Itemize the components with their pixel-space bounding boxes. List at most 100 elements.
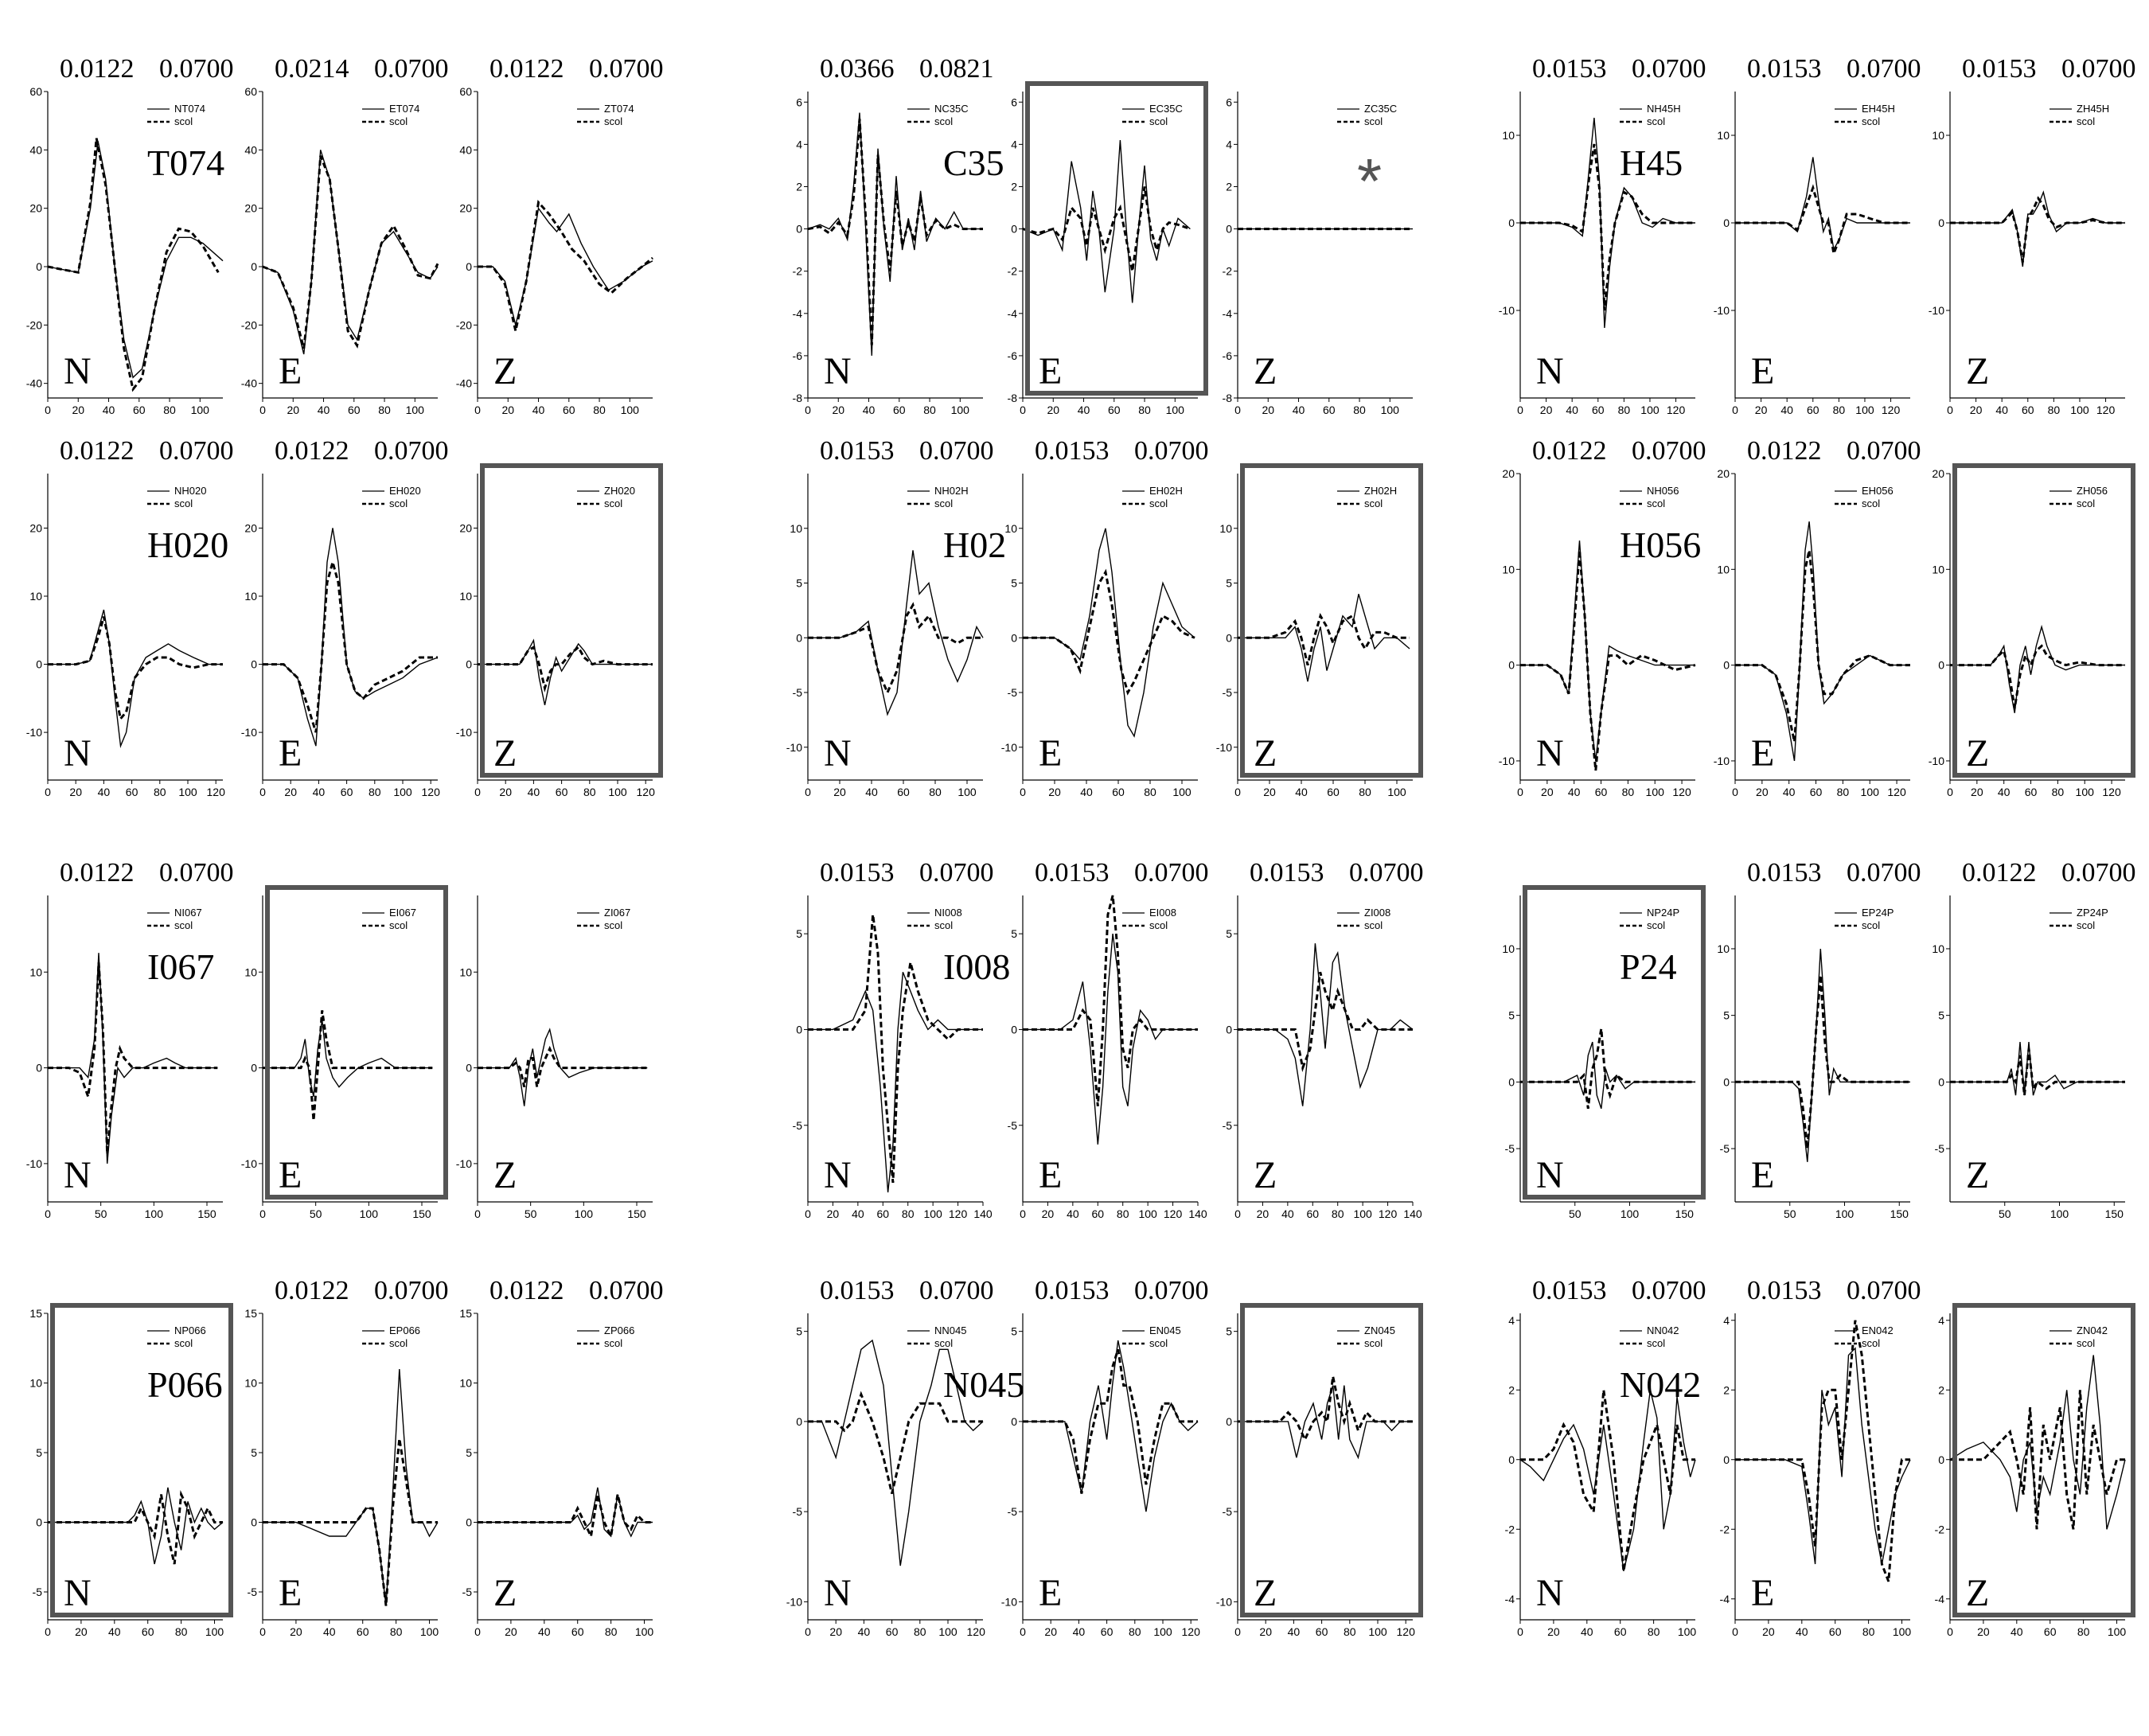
legend-observed-label: ZN042 xyxy=(2077,1324,2108,1336)
y-tick-label: 0 xyxy=(1011,223,1017,236)
legend-synthetic-label: scol xyxy=(2077,919,2095,931)
legend-observed-label: EP24P xyxy=(1862,907,1894,919)
x-tick-label: 50 xyxy=(1569,1207,1582,1220)
y-tick-label: -8 xyxy=(1223,392,1233,404)
filter-high-label: 0.0700 xyxy=(1847,436,1921,466)
observed-trace xyxy=(48,953,218,1164)
y-tick-label: -2 xyxy=(1008,265,1018,278)
y-tick-label: 10 xyxy=(1717,942,1730,955)
x-tick-label: 120 xyxy=(637,786,656,798)
y-tick-label: -5 xyxy=(793,1119,803,1132)
x-tick-label: 60 xyxy=(1614,1625,1627,1638)
x-tick-label: 40 xyxy=(1780,404,1793,416)
filter-low-label: 0.0153 xyxy=(1035,436,1110,466)
legend-observed-label: NP24P xyxy=(1647,907,1679,919)
x-tick-label: 80 xyxy=(914,1625,926,1638)
x-tick-label: 80 xyxy=(923,404,936,416)
component-label: Z xyxy=(493,350,517,392)
y-tick-label: 5 xyxy=(1938,1009,1944,1022)
y-tick-label: 0 xyxy=(36,1062,42,1075)
x-tick-label: 40 xyxy=(2011,1625,2023,1638)
x-tick-label: 120 xyxy=(2102,786,2121,798)
filter-high-label: 0.0700 xyxy=(919,858,994,888)
y-tick-label: -20 xyxy=(456,318,472,331)
y-tick-label: 10 xyxy=(1502,129,1515,142)
x-tick-label: 100 xyxy=(1138,1207,1157,1220)
component-label: Z xyxy=(1966,732,1989,774)
y-tick-label: 0 xyxy=(1011,631,1017,644)
x-tick-label: 40 xyxy=(323,1625,336,1638)
x-tick-label: 80 xyxy=(163,404,176,416)
y-tick-label: 20 xyxy=(244,202,257,215)
component-label: Z xyxy=(493,732,517,774)
legend-synthetic-label: scol xyxy=(389,497,408,509)
x-tick-label: 20 xyxy=(1263,786,1276,798)
observed-trace xyxy=(478,1028,648,1106)
synthetic-trace xyxy=(808,914,983,1184)
filter-low-label: 0.0122 xyxy=(60,436,135,466)
observed-trace xyxy=(1735,1347,1911,1565)
x-tick-label: 20 xyxy=(1756,786,1769,798)
x-tick-label: 40 xyxy=(1295,786,1308,798)
legend-observed-label: ZI008 xyxy=(1364,907,1390,919)
synthetic-trace xyxy=(1735,549,1910,743)
filter-low-label: 0.0122 xyxy=(489,54,564,84)
y-tick-label: 5 xyxy=(1226,1325,1232,1338)
x-tick-label: 100 xyxy=(393,786,412,798)
highlight-box xyxy=(1025,81,1208,396)
x-tick-label: 100 xyxy=(575,1207,594,1220)
y-tick-label: 0 xyxy=(1226,631,1232,644)
x-tick-label: 60 xyxy=(1091,1207,1104,1220)
y-tick-label: 0 xyxy=(251,1062,257,1075)
x-tick-label: 60 xyxy=(571,1625,584,1638)
y-tick-label: -40 xyxy=(26,377,42,390)
y-tick-label: 10 xyxy=(244,1377,257,1390)
filter-high-label: 0.0700 xyxy=(1632,436,1706,466)
x-tick-label: 20 xyxy=(1755,404,1768,416)
legend-synthetic-label: scol xyxy=(1647,919,1665,931)
legend-observed-label: EP066 xyxy=(389,1324,420,1336)
station-label: N045 xyxy=(943,1364,1024,1405)
component-label: N xyxy=(824,1154,852,1196)
legend-synthetic-label: scol xyxy=(174,919,193,931)
observed-trace xyxy=(1022,140,1191,303)
x-tick-label: 60 xyxy=(1316,1625,1328,1638)
observed-trace xyxy=(263,528,439,747)
x-tick-label: 20 xyxy=(827,1207,840,1220)
x-tick-label: 20 xyxy=(1042,1207,1055,1220)
component-label: E xyxy=(1751,350,1774,392)
y-tick-label: -10 xyxy=(1216,741,1232,754)
x-tick-label: 100 xyxy=(1368,1625,1387,1638)
y-tick-label: -10 xyxy=(1499,304,1515,317)
x-tick-label: 60 xyxy=(897,786,910,798)
x-tick-label: 20 xyxy=(1048,786,1061,798)
x-tick-label: 0 xyxy=(1947,786,1953,798)
legend-observed-label: NC35C xyxy=(934,103,969,115)
x-tick-label: 80 xyxy=(390,1625,403,1638)
x-tick-label: 100 xyxy=(1640,404,1660,416)
filter-high-label: 0.0700 xyxy=(1349,858,1424,888)
x-tick-label: 120 xyxy=(1667,404,1686,416)
x-tick-label: 60 xyxy=(348,404,361,416)
component-label: Z xyxy=(1966,350,1989,392)
x-tick-label: 20 xyxy=(72,404,84,416)
y-tick-label: 0 xyxy=(466,260,472,273)
observed-trace xyxy=(1023,1340,1199,1512)
component-label: E xyxy=(279,1154,302,1196)
x-tick-label: 20 xyxy=(1970,404,1983,416)
highlight-box xyxy=(50,1303,233,1617)
component-label: N xyxy=(64,350,92,392)
y-tick-label: 60 xyxy=(29,85,42,98)
highlight-box xyxy=(1952,1303,2135,1617)
component-label: Z xyxy=(1254,732,1277,774)
legend-observed-label: ZI067 xyxy=(604,907,630,919)
